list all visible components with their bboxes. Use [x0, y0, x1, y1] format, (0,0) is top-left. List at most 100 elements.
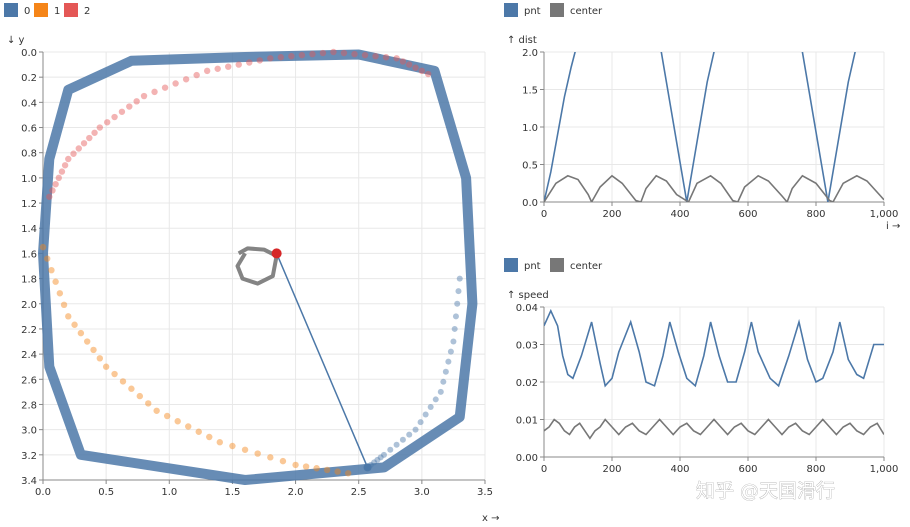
series-2-point — [214, 65, 221, 72]
series-1-point — [44, 255, 51, 262]
series-2-point — [103, 119, 111, 126]
series-2-point — [267, 55, 274, 62]
series-1-point — [216, 439, 223, 446]
series-1-point — [145, 400, 152, 407]
y-tick-label: 1.6 — [21, 249, 37, 260]
series-1-point — [313, 465, 320, 472]
series-2-point — [235, 61, 242, 68]
y-axis-title: ↓ y — [7, 35, 25, 46]
series-1-point — [96, 355, 104, 362]
series-0-point — [422, 411, 429, 418]
series-0-point — [451, 325, 458, 332]
series-2-point — [58, 168, 66, 175]
y-tick-label: 3.2 — [21, 451, 37, 462]
x-axis-title: x → — [482, 513, 499, 524]
legend-swatch-1 — [34, 3, 48, 17]
series-1-point — [185, 423, 192, 430]
series-0-point — [417, 419, 424, 426]
series-0-point — [374, 456, 381, 463]
series-2-point — [351, 50, 358, 58]
y-tick-label: 3.0 — [21, 426, 37, 437]
series-1-point — [174, 418, 181, 425]
y-tick-label: 3.4 — [21, 476, 37, 487]
series-2-point — [372, 52, 379, 60]
y-tick-label: 1.0 — [522, 123, 538, 134]
x-tick-label: 0 — [541, 464, 547, 475]
series-2-point — [406, 61, 413, 68]
series-0-point — [452, 313, 459, 320]
y-tick-label: 0.00 — [516, 453, 538, 464]
series-1-point — [56, 290, 64, 297]
y-tick-label: 1.8 — [21, 275, 37, 286]
x-tick-label: 1.5 — [224, 487, 240, 498]
series-1-point — [334, 468, 341, 475]
series-2-point — [55, 174, 62, 182]
series-1-point — [163, 412, 171, 420]
series-2-point — [246, 59, 253, 66]
y-tick-label: 2.2 — [21, 325, 37, 336]
legend-swatch-center — [550, 3, 564, 17]
series-2-point — [424, 70, 432, 78]
series-0-point — [447, 348, 454, 355]
series-2-point — [399, 58, 407, 65]
y-tick-label: 0.2 — [21, 73, 37, 84]
series-2-point — [418, 67, 426, 75]
legend-swatch-center — [550, 258, 564, 272]
legend-label-center: center — [570, 261, 603, 272]
connector-line — [275, 253, 369, 468]
series-2-point — [133, 98, 140, 105]
legend-label-1: 1 — [54, 6, 60, 17]
series-2-point — [382, 54, 390, 61]
series-1-point — [254, 450, 261, 457]
y-tick-label: 0.6 — [21, 124, 37, 135]
legend-swatch-2 — [64, 3, 78, 17]
series-1-point — [206, 433, 213, 441]
x-tick-label: 3.5 — [477, 487, 493, 498]
distance-chart: pnt center 0 200 400 600 800 1,000 0.0 0.5 1.0 1.5 2… — [504, 3, 900, 232]
y-tick-label: 1.5 — [522, 86, 538, 97]
series-2-point — [161, 84, 169, 91]
series-2-point — [91, 129, 98, 136]
trajectory-chart: 0 1 2 0.0 0.5 1.0 1.5 2.0 2.5 3.0 3.5 0.0 0.2 0.4 0.6 0… — [4, 3, 499, 524]
series-2-point — [65, 155, 72, 163]
series-1-point — [292, 461, 299, 469]
speed-chart: pnt center 0 200 400 600 800 1,000 0.00 0.01 0.02 0… — [504, 258, 898, 475]
series-2-point — [126, 103, 133, 110]
series-0-point — [454, 300, 461, 307]
y-tick-label: 2.0 — [21, 300, 37, 311]
series-2-point — [140, 92, 148, 100]
series-2-point — [96, 124, 104, 131]
series-0-point — [455, 288, 462, 295]
y-tick-label: 0.4 — [21, 98, 37, 109]
series-0-point — [450, 338, 457, 345]
series-1-point — [128, 385, 135, 392]
x-tick-label: 0.5 — [98, 487, 114, 498]
y-axis-title: ↑ speed — [507, 290, 549, 301]
series-0-point — [380, 451, 387, 458]
y-tick-label: 0.02 — [516, 378, 538, 389]
series-2-point — [277, 54, 285, 61]
series-1-point — [229, 442, 236, 450]
y-tick-label: 2.8 — [21, 400, 37, 411]
series-0-point — [371, 459, 378, 466]
series-1-point — [195, 428, 202, 435]
series-pnt-line — [544, 52, 856, 202]
series-2-point — [340, 49, 348, 57]
y-tick-label: 0.03 — [516, 341, 538, 352]
series-2-point — [361, 51, 369, 59]
series-2-point — [52, 180, 59, 188]
series-0-point — [440, 378, 447, 385]
series-1-point — [344, 470, 352, 477]
series-center-line — [544, 418, 884, 440]
series-0-point — [456, 275, 463, 282]
x-axis-title: i → — [886, 221, 900, 232]
x-tick-label: 0 — [541, 209, 547, 220]
series-2-point — [298, 51, 306, 59]
series-1-point — [111, 370, 118, 378]
legend-label-center: center — [570, 6, 603, 17]
series-1-point — [102, 363, 110, 370]
series-0-point — [406, 431, 413, 438]
series-2-point — [70, 150, 77, 157]
series-1-point — [60, 301, 68, 309]
